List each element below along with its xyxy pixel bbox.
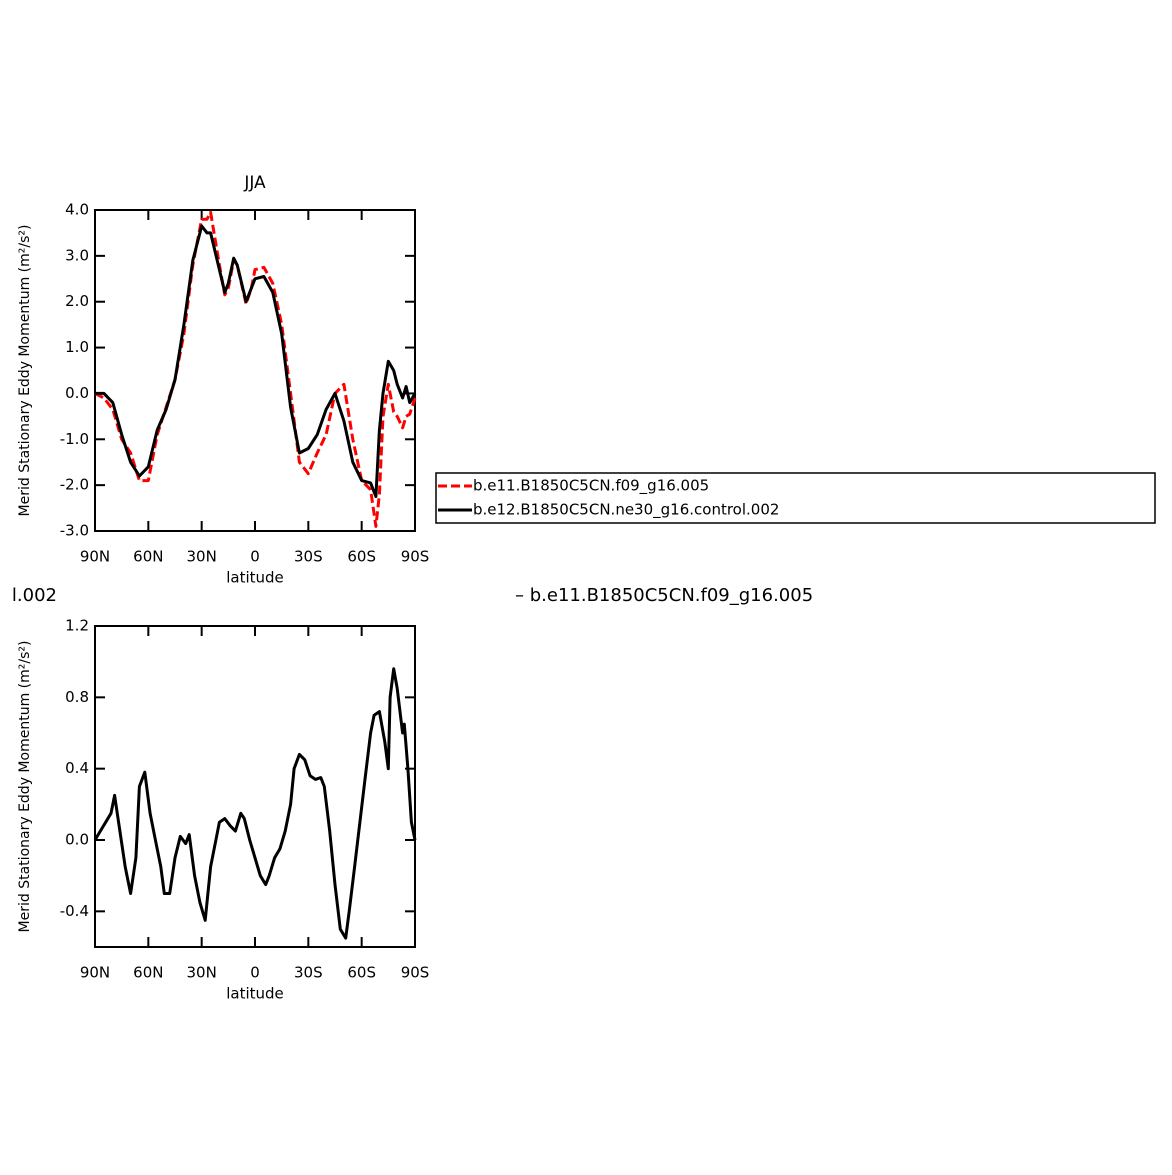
- y-tick-label: 0.8: [65, 688, 89, 706]
- x-tick-label: 0: [250, 964, 260, 982]
- y-tick-label: 2.0: [65, 292, 89, 310]
- x-tick-label: 30S: [294, 964, 323, 982]
- y-tick-label: 4.0: [65, 201, 89, 219]
- x-tick-label: 90S: [401, 964, 430, 982]
- x-tick-label: 30S: [294, 548, 323, 566]
- x-tick-label: 90N: [80, 964, 110, 982]
- y-tick-label: 0.4: [65, 759, 89, 777]
- x-axis-label: latitude: [226, 985, 284, 1003]
- x-axis-label: latitude: [226, 569, 284, 587]
- x-tick-label: 90N: [80, 548, 110, 566]
- y-axis-label: Merid Stationary Eddy Momentum (m²/s²): [17, 225, 33, 517]
- right-string: – b.e11.B1850C5CN.f09_g16.005: [515, 585, 813, 606]
- data-line: [94, 210, 417, 528]
- y-tick-label: -3.0: [60, 522, 89, 540]
- x-tick-label: 60N: [133, 548, 163, 566]
- plot-frame: [94, 625, 416, 948]
- chart-title: JJA: [243, 173, 266, 193]
- left-string: l.002: [12, 585, 57, 606]
- data-line: [95, 224, 417, 499]
- x-tick-label: 30N: [187, 964, 217, 982]
- legend-box: [435, 472, 1156, 524]
- y-tick-label: 1.0: [65, 338, 89, 356]
- y-tick-label: -0.4: [60, 902, 89, 920]
- y-tick-label: 0.0: [65, 831, 89, 849]
- x-tick-label: 0: [250, 548, 260, 566]
- x-tick-label: 90S: [401, 548, 430, 566]
- y-tick-label: -2.0: [60, 476, 89, 494]
- y-tick-label: 0.0: [65, 384, 89, 402]
- x-tick-label: 60S: [347, 964, 376, 982]
- legend-label: b.e12.B1850C5CN.ne30_g16.control.002: [473, 501, 779, 520]
- x-tick-label: 60S: [347, 548, 376, 566]
- y-tick-label: 3.0: [65, 246, 89, 264]
- legend-label: b.e11.B1850C5CN.f09_g16.005: [473, 477, 709, 496]
- y-axis-label: Merid Stationary Eddy Momentum (m²/s²): [17, 641, 33, 933]
- x-tick-label: 30N: [187, 548, 217, 566]
- x-tick-label: 60N: [133, 964, 163, 982]
- data-line: [93, 667, 417, 940]
- y-tick-label: 1.2: [65, 617, 89, 635]
- y-tick-label: -1.0: [60, 430, 89, 448]
